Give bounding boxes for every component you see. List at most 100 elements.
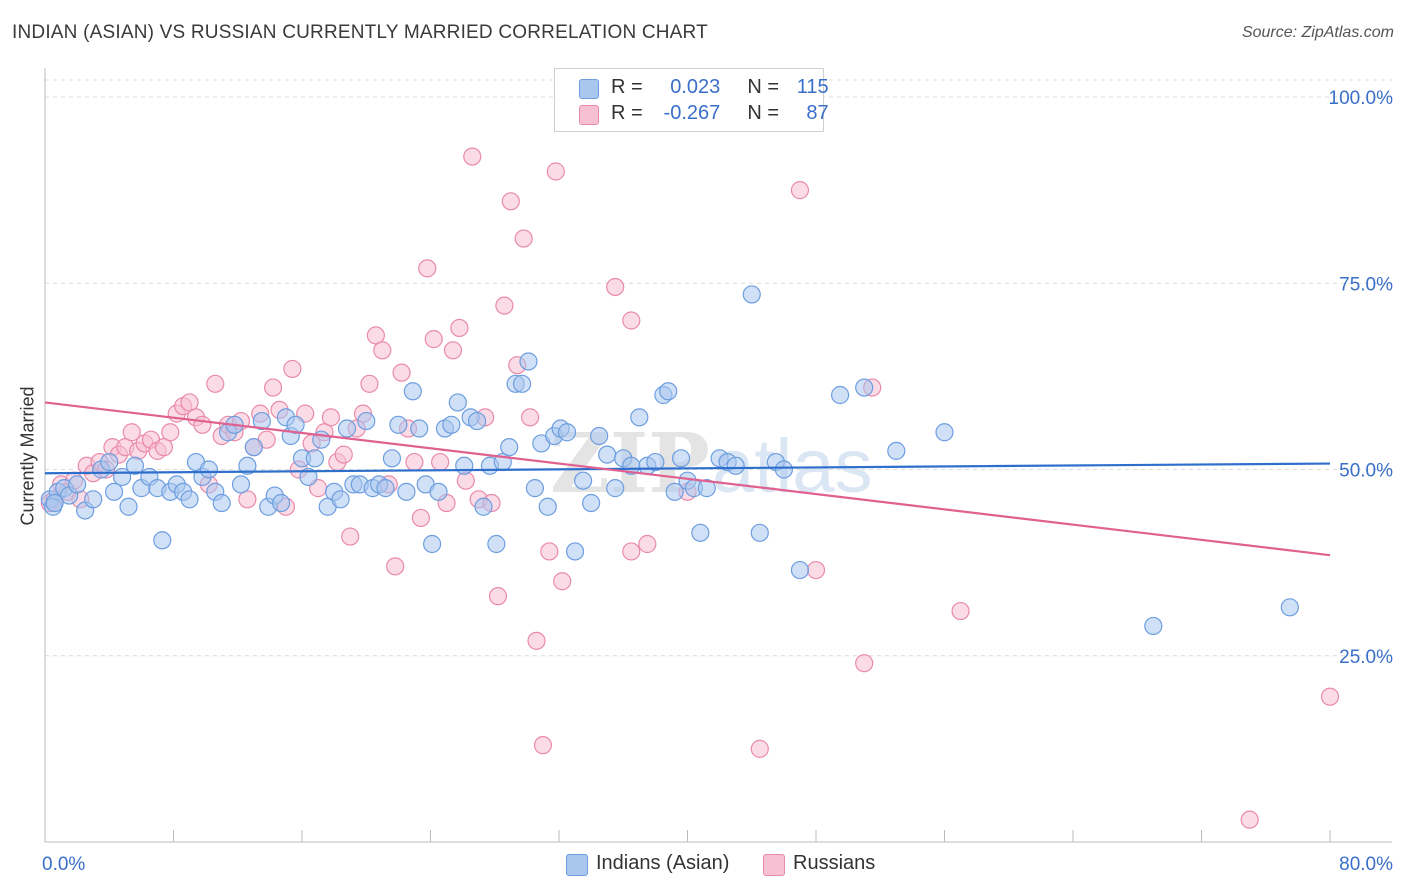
indian-point xyxy=(357,411,376,431)
russian-point xyxy=(527,631,546,650)
legend-row-russians: R = -0.267 N = 87 xyxy=(555,101,829,127)
indian-point xyxy=(697,479,716,498)
legend-r-value: -0.267 xyxy=(663,102,721,124)
indian-point xyxy=(180,490,199,509)
indian-point xyxy=(565,542,585,561)
legend-row-indians: R = 0.023 N = 115 xyxy=(555,75,829,101)
indian-point xyxy=(119,497,138,516)
russian-point xyxy=(533,736,553,755)
indian-point xyxy=(646,452,665,472)
y-tick-label: 50.0% xyxy=(1339,461,1393,482)
data-points xyxy=(40,147,1340,829)
tick-labels: 25.0% 50.0% 75.0% 100.0% 0.0% 80.0% xyxy=(42,88,1393,875)
indian-point xyxy=(442,415,461,434)
legend-r-value: 0.023 xyxy=(670,76,721,98)
indian-point xyxy=(272,493,291,513)
russian-point xyxy=(1240,810,1259,829)
indian-point xyxy=(382,449,402,468)
indian-point xyxy=(153,531,172,550)
indian-point xyxy=(935,423,954,442)
russian-point xyxy=(546,162,565,181)
trend-lines xyxy=(44,401,1331,557)
russian-point xyxy=(495,296,514,315)
russian-point xyxy=(622,311,641,330)
russian-point xyxy=(392,363,411,382)
indian-point xyxy=(231,475,251,494)
russian-point xyxy=(622,542,641,561)
indian-point xyxy=(305,449,324,468)
y-tick-label: 100.0% xyxy=(1329,88,1394,109)
indian-point xyxy=(397,482,416,501)
russian-point xyxy=(334,445,353,464)
indian-point xyxy=(199,460,218,479)
russian-point xyxy=(193,415,212,434)
legend-swatch-indians xyxy=(579,79,599,99)
legend-n-label: N = xyxy=(747,76,780,98)
x-tick-label: 0.0% xyxy=(42,854,85,875)
indian-trend-line xyxy=(44,462,1331,475)
indian-point xyxy=(538,497,557,516)
indian-point xyxy=(84,490,103,509)
russian-point xyxy=(411,508,430,528)
bottom-legend-swatch-russians xyxy=(763,854,785,876)
indian-point xyxy=(244,438,263,457)
russian-point xyxy=(463,147,482,166)
russian-point xyxy=(341,527,360,546)
russian-point xyxy=(514,229,533,248)
indian-point xyxy=(525,479,545,498)
indian-point xyxy=(659,382,678,401)
indian-point xyxy=(573,471,593,490)
bottom-legend-swatch-indians xyxy=(566,854,588,876)
indian-point xyxy=(671,449,691,468)
russian-point xyxy=(790,181,810,200)
russian-point xyxy=(951,601,970,621)
indian-point xyxy=(212,493,231,513)
grid-lines xyxy=(45,79,1392,657)
indian-point xyxy=(750,523,769,542)
indian-point xyxy=(337,419,357,438)
indian-point xyxy=(238,456,257,475)
indian-point xyxy=(665,482,684,501)
indian-point xyxy=(726,456,745,475)
indian-point xyxy=(100,452,119,472)
russian-point xyxy=(373,341,392,360)
indian-point xyxy=(125,456,145,475)
axes xyxy=(44,68,1392,843)
russian-point xyxy=(1320,687,1340,706)
indian-point xyxy=(598,445,617,464)
russian-point xyxy=(443,341,463,360)
legend-n-value: 87 xyxy=(806,102,829,124)
chart-title: INDIAN (ASIAN) VS RUSSIAN CURRENTLY MARR… xyxy=(12,22,708,43)
y-tick-label: 75.0% xyxy=(1339,274,1393,295)
indian-point xyxy=(774,460,793,479)
indian-point xyxy=(1144,616,1163,636)
russian-point xyxy=(750,739,769,758)
indian-point xyxy=(331,490,350,509)
legend-r-label: R = xyxy=(611,102,643,124)
legend-n-value: 115 xyxy=(796,76,829,98)
stats-legend: R = 0.023 N = 115 R = -0.267 N = 87 xyxy=(554,68,829,132)
russian-point xyxy=(806,560,826,580)
indian-point xyxy=(104,482,124,501)
indian-point xyxy=(299,467,318,487)
indian-point xyxy=(467,411,487,431)
legend-swatch-russians xyxy=(579,105,599,125)
indian-point xyxy=(410,419,429,438)
indian-point xyxy=(448,393,467,412)
indian-point xyxy=(830,385,850,405)
indian-point xyxy=(855,378,874,397)
russian-point xyxy=(488,587,508,606)
chart-source: Source: ZipAtlas.com xyxy=(1241,24,1394,41)
indian-point xyxy=(429,482,448,501)
legend-r-label: R = xyxy=(611,76,643,98)
russian-point xyxy=(606,277,625,297)
russian-point xyxy=(450,318,469,338)
russian-point xyxy=(161,423,180,442)
russian-point xyxy=(553,572,572,591)
russian-point xyxy=(855,654,874,673)
indian-point xyxy=(474,497,493,516)
legend-text-indians: R = 0.023 N = 115 xyxy=(611,76,829,99)
russian-point xyxy=(122,423,141,442)
russian-point xyxy=(431,452,450,472)
